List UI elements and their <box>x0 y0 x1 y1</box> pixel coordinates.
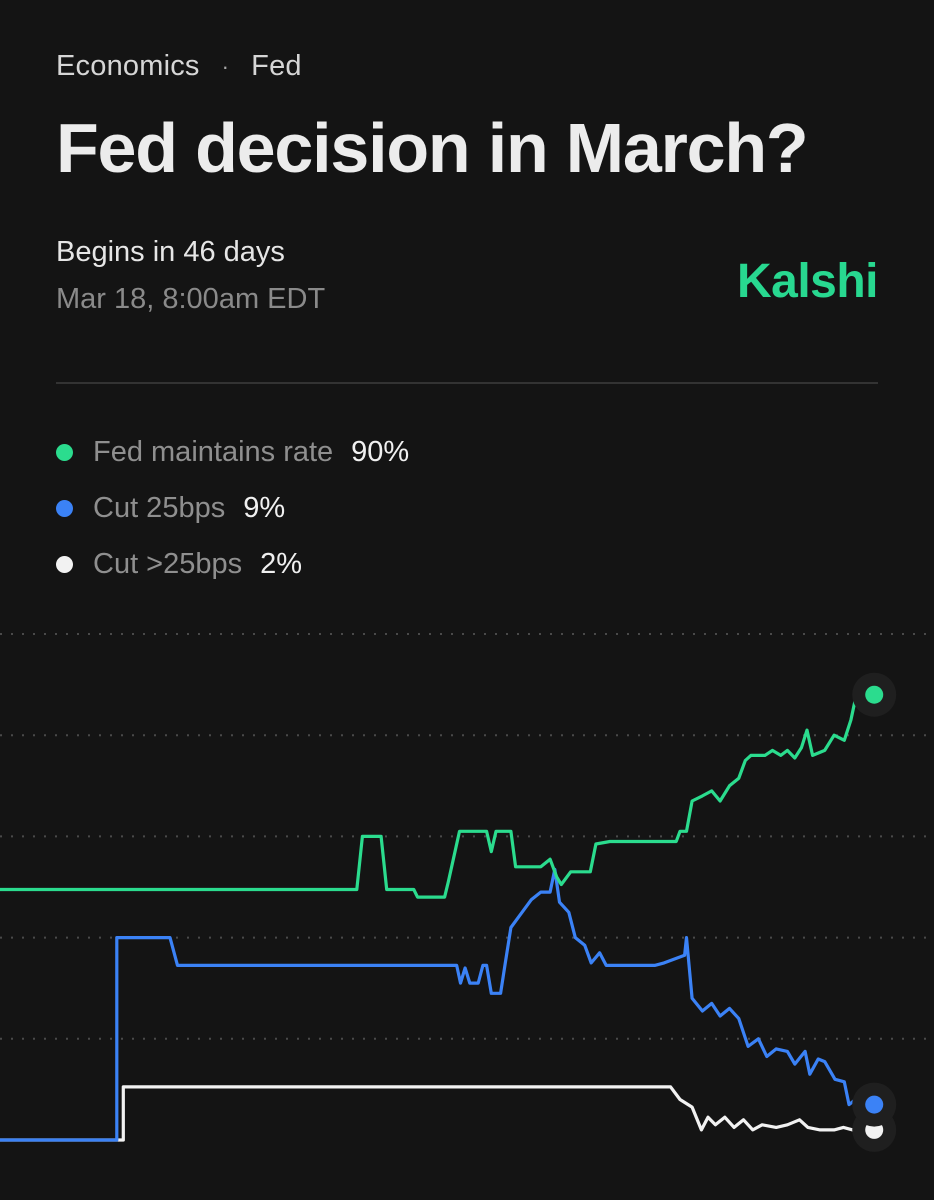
legend-label: Fed maintains rate <box>93 435 334 468</box>
event-date: Mar 18, 8:00am EDT <box>56 283 326 315</box>
divider <box>56 382 878 384</box>
end-marker[interactable] <box>865 685 884 704</box>
legend-label: Cut 25bps <box>93 491 226 524</box>
chart-series <box>0 688 876 1142</box>
legend-value: 90% <box>351 435 410 468</box>
series-line[interactable] <box>0 1085 876 1142</box>
legend-label: Cut >25bps <box>93 547 243 580</box>
breadcrumb-subcategory[interactable]: Fed <box>251 50 302 82</box>
legend-value: 9% <box>243 491 286 524</box>
legend-item-cut-over-25[interactable]: Cut >25bps 2% <box>56 536 409 592</box>
breadcrumb-separator: · <box>221 53 230 79</box>
legend-item-cut-25[interactable]: Cut 25bps 9% <box>56 480 409 536</box>
legend-dot-cut-over-25 <box>56 555 73 573</box>
chart-legend: Fed maintains rate 90% Cut 25bps 9% Cut … <box>56 424 409 592</box>
begins-countdown: Begins in 46 days <box>56 236 285 268</box>
page-title: Fed decision in March? <box>56 109 809 187</box>
breadcrumb-category[interactable]: Economics <box>56 50 200 82</box>
legend-dot-maintain <box>56 443 73 461</box>
legend-item-maintain[interactable]: Fed maintains rate 90% <box>56 424 409 480</box>
legend-value: 2% <box>260 547 303 580</box>
series-line[interactable] <box>0 867 876 1142</box>
chart-end-markers <box>852 672 897 1152</box>
breadcrumb: Economics · Fed <box>56 50 878 83</box>
series-line[interactable] <box>0 688 876 899</box>
end-marker[interactable] <box>865 1095 884 1114</box>
probability-chart[interactable] <box>0 600 934 1200</box>
legend-dot-cut-25 <box>56 499 73 517</box>
brand-logo[interactable]: Kalshi <box>736 255 879 308</box>
